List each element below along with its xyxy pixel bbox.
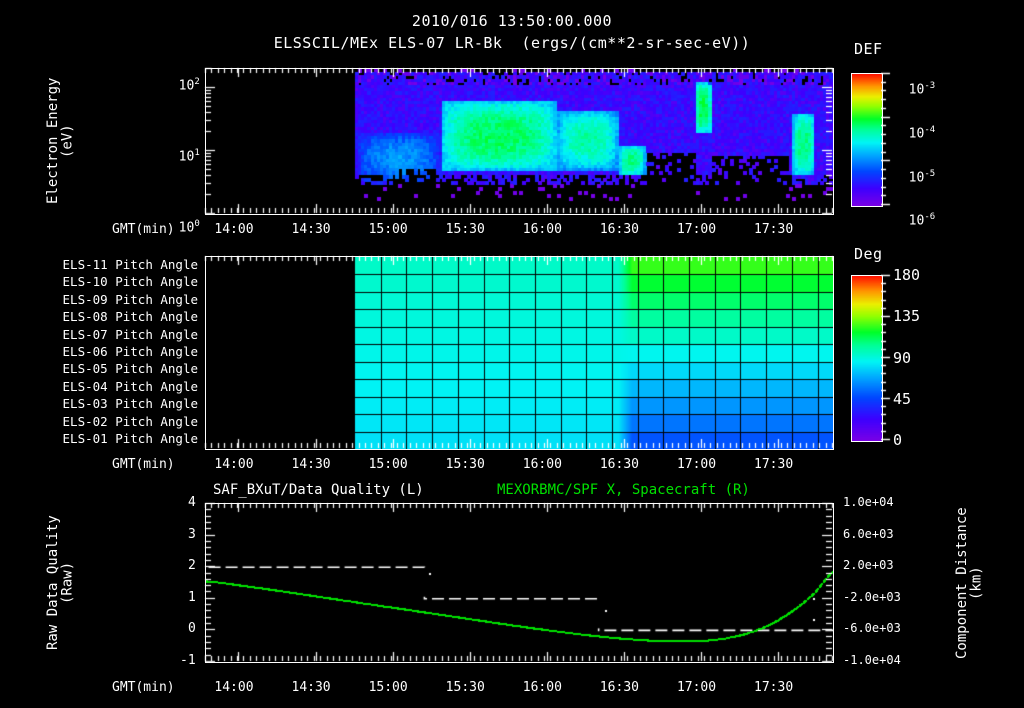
xtick-label: 17:30 xyxy=(754,680,794,695)
def-colorbar-label-3: 10-6 xyxy=(908,212,936,229)
deg-colorbar-label: 90 xyxy=(893,348,912,367)
xtick-label: 15:30 xyxy=(445,222,485,237)
def-colorbar-title: DEF xyxy=(854,40,883,58)
deg-colorbar-label: 0 xyxy=(893,431,903,449)
panel3-ytick-right: -6.0e+03 xyxy=(843,621,901,636)
pitch-angle-row-label: ELS-11 Pitch Angle xyxy=(62,256,198,272)
xtick-label: 16:30 xyxy=(599,680,639,695)
def-colorbar-label-2: 10-5 xyxy=(908,169,936,186)
deg-colorbar xyxy=(851,275,883,442)
page-title: 2010/016 13:50:00.000 xyxy=(411,12,613,30)
panel3-ylabel-right: Component Distance (km) xyxy=(954,507,985,659)
panel1-ytick-1: 101 xyxy=(178,148,200,165)
deg-colorbar-label: 180 xyxy=(893,266,921,284)
panel3-ytick-right: 2.0e+03 xyxy=(843,558,894,573)
xtick-label: 15:00 xyxy=(368,222,408,237)
pitch-angle-row-label: ELS-09 Pitch Angle xyxy=(62,291,198,307)
panel1-ytick-2: 102 xyxy=(178,77,200,94)
def-colorbar-label-1: 10-4 xyxy=(908,125,936,142)
panel3-ylabel-left: Raw Data Quality (Raw) xyxy=(45,515,76,651)
panel3-ytick-right: 6.0e+03 xyxy=(843,526,894,541)
pitch-angle-row-label: ELS-03 Pitch Angle xyxy=(62,396,198,412)
panel3-ytick-right: -2.0e+03 xyxy=(843,589,901,604)
xtick-label: 14:00 xyxy=(214,680,254,695)
xtick-label: 16:30 xyxy=(599,457,639,472)
def-colorbar xyxy=(851,73,883,207)
xtick-label: 15:00 xyxy=(368,457,408,472)
pitch-angle-row-label: ELS-02 Pitch Angle xyxy=(62,413,198,429)
pitch-angle-row-label: ELS-06 Pitch Angle xyxy=(62,344,198,359)
panel3-ytick-left: 1 xyxy=(188,589,196,605)
xtick-label: 17:30 xyxy=(754,457,794,472)
xtick-label: 16:00 xyxy=(522,680,562,695)
data-quality-and-distance-plot[interactable] xyxy=(205,503,834,663)
xtick-label: 15:30 xyxy=(445,457,485,472)
xtick-label: 17:30 xyxy=(754,222,794,237)
electron-energy-spectrogram[interactable] xyxy=(205,68,834,215)
panel3-ytick-left: 3 xyxy=(188,526,196,542)
panel3-title-right: MEXORBMC/SPF X, Spacecraft (R) xyxy=(497,482,750,498)
def-colorbar-label-0: 10-3 xyxy=(908,81,936,98)
pitch-angle-row-label: ELS-01 Pitch Angle xyxy=(62,431,198,447)
panel2-xlabel: GMT(min) xyxy=(112,457,175,472)
xtick-label: 14:30 xyxy=(291,457,331,472)
deg-colorbar-label: 45 xyxy=(893,389,912,408)
xtick-label: 17:00 xyxy=(676,457,717,472)
xtick-label: 15:30 xyxy=(445,680,485,695)
xtick-label: 14:00 xyxy=(214,222,254,237)
panel3-ytick-right: 1.0e+04 xyxy=(843,495,894,509)
xtick-label: 14:30 xyxy=(291,680,331,695)
xtick-label: 15:00 xyxy=(368,680,408,695)
panel3-ytick-right: -1.0e+04 xyxy=(843,653,901,667)
panel1-xlabel: GMT(min) xyxy=(112,222,175,237)
pitch-angle-row-label: ELS-08 Pitch Angle xyxy=(62,309,198,325)
pitch-angle-row-label: ELS-05 Pitch Angle xyxy=(62,361,198,377)
xtick-label: 17:00 xyxy=(676,680,717,695)
xtick-label: 16:00 xyxy=(522,222,562,237)
pitch-angle-row-label: ELS-07 Pitch Angle xyxy=(62,326,198,342)
deg-colorbar-title: Deg xyxy=(854,245,883,263)
panel3-xlabel: GMT(min) xyxy=(112,680,175,695)
panel3-ytick-left: 2 xyxy=(188,558,196,574)
panel3-ytick-left: -1 xyxy=(180,653,196,668)
xtick-label: 16:30 xyxy=(599,222,639,237)
pitch-angle-row-label: ELS-04 Pitch Angle xyxy=(62,378,198,394)
xtick-label: 14:30 xyxy=(291,222,331,237)
xtick-label: 17:00 xyxy=(676,222,717,237)
panel3-title-left: SAF_BXuT/Data Quality (L) xyxy=(213,482,424,498)
pitch-angle-row-label: ELS-10 Pitch Angle xyxy=(62,274,198,290)
panel1-ylabel: Electron Energy (eV) xyxy=(45,77,76,205)
deg-colorbar-label: 135 xyxy=(893,307,921,326)
xtick-label: 14:00 xyxy=(214,457,254,472)
xtick-label: 16:00 xyxy=(522,457,562,472)
panel3-ytick-left: 0 xyxy=(188,621,196,637)
pitch-angle-grid[interactable] xyxy=(205,256,834,450)
panel3-ytick-left: 4 xyxy=(188,495,196,510)
